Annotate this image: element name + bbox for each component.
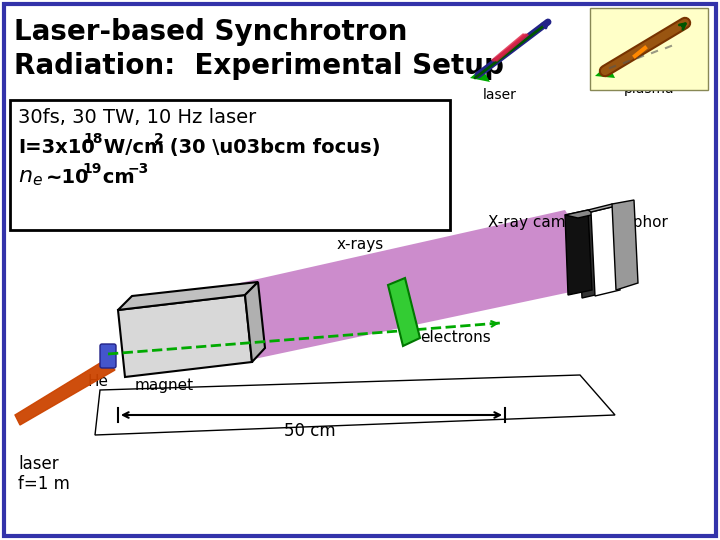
Text: laser: laser: [483, 88, 517, 102]
Polygon shape: [245, 282, 265, 362]
FancyBboxPatch shape: [4, 4, 716, 536]
Text: Laser-based Synchrotron: Laser-based Synchrotron: [14, 18, 408, 46]
Text: Radiation:  Experimental Setup: Radiation: Experimental Setup: [14, 52, 504, 80]
Polygon shape: [95, 375, 615, 435]
Polygon shape: [578, 213, 604, 298]
Polygon shape: [118, 295, 252, 377]
Polygon shape: [15, 360, 115, 425]
Text: X-ray camera/phosphor: X-ray camera/phosphor: [488, 215, 668, 230]
Text: −3: −3: [128, 162, 149, 176]
Text: plasma: plasma: [624, 82, 675, 96]
Polygon shape: [565, 210, 600, 218]
Polygon shape: [470, 68, 490, 82]
Text: 19: 19: [82, 162, 102, 176]
Polygon shape: [612, 200, 638, 290]
Text: f=1 m: f=1 m: [18, 475, 70, 493]
Polygon shape: [118, 282, 258, 310]
Text: laser: laser: [18, 455, 58, 473]
Text: cm: cm: [96, 168, 135, 187]
Text: electrons: electrons: [420, 330, 491, 345]
Text: (30 \u03bcm focus): (30 \u03bcm focus): [163, 138, 380, 157]
Text: magnet: magnet: [135, 378, 194, 393]
Polygon shape: [591, 206, 620, 296]
Text: 50 cm: 50 cm: [284, 422, 336, 440]
Text: ~10: ~10: [46, 168, 89, 187]
FancyBboxPatch shape: [590, 8, 708, 90]
Text: x-rays: x-rays: [336, 237, 384, 252]
Text: 18: 18: [83, 132, 102, 146]
FancyBboxPatch shape: [100, 344, 116, 368]
FancyBboxPatch shape: [10, 100, 450, 230]
Text: I=3x10: I=3x10: [18, 138, 95, 157]
Text: He: He: [88, 374, 109, 389]
Polygon shape: [240, 210, 583, 362]
Polygon shape: [388, 278, 420, 346]
Text: 30fs, 30 TW, 10 Hz laser: 30fs, 30 TW, 10 Hz laser: [18, 108, 256, 127]
Polygon shape: [588, 204, 616, 212]
Text: 2: 2: [154, 132, 163, 146]
Polygon shape: [595, 64, 615, 78]
Text: $n_e$: $n_e$: [18, 168, 43, 188]
Polygon shape: [565, 210, 592, 295]
Text: W/cm: W/cm: [97, 138, 164, 157]
